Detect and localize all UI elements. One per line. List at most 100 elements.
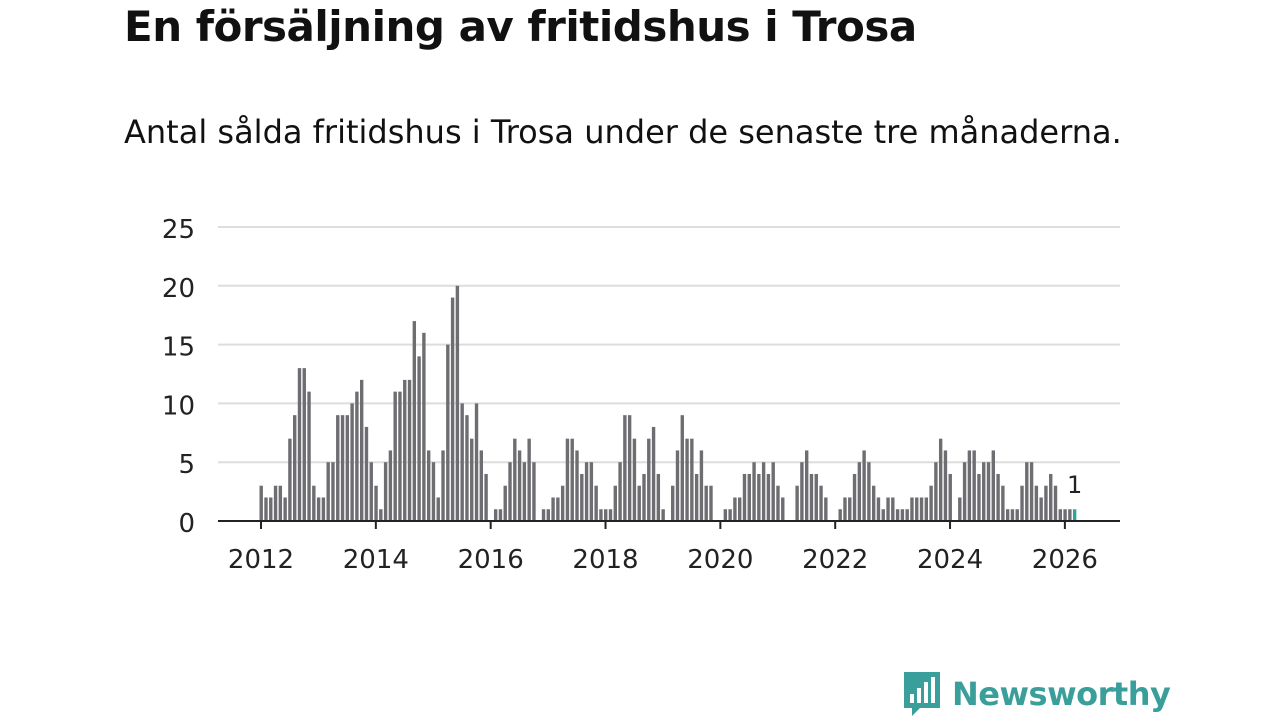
- newsworthy-logo: Newsworthy: [902, 670, 1171, 718]
- x-tick-label: 2016: [458, 545, 524, 575]
- bar: [1039, 497, 1043, 521]
- y-tick-label: 10: [162, 391, 195, 421]
- bar: [302, 368, 306, 521]
- bar: [560, 485, 565, 521]
- bar: [307, 391, 311, 521]
- bar: [1053, 485, 1058, 521]
- y-tick-label: 0: [178, 509, 195, 539]
- bar: [498, 509, 503, 521]
- bar: [977, 473, 981, 521]
- bar: [867, 462, 871, 521]
- bar: [1044, 485, 1048, 521]
- bar: [895, 509, 900, 521]
- bar: [336, 415, 340, 521]
- bar: [532, 462, 536, 521]
- x-tick-label: 2012: [228, 545, 294, 575]
- x-tick-label: 2020: [687, 545, 753, 575]
- bar: [584, 462, 589, 521]
- bar: [982, 462, 986, 521]
- bar: [886, 497, 890, 521]
- bar: [321, 497, 326, 521]
- bar: [570, 438, 574, 521]
- bar: [891, 497, 895, 521]
- bar: [1049, 473, 1053, 521]
- bar: [398, 391, 402, 521]
- bar: [1015, 509, 1019, 521]
- bar: [613, 485, 617, 521]
- bar: [541, 509, 546, 521]
- bar: [297, 368, 302, 521]
- bar: [388, 450, 393, 521]
- bar: [967, 450, 972, 521]
- bar: [924, 497, 929, 521]
- bar: [986, 462, 991, 521]
- bar: [527, 438, 531, 521]
- bar: [1034, 485, 1039, 521]
- bar: [843, 497, 847, 521]
- bar: [938, 438, 943, 521]
- bar: [1020, 485, 1024, 521]
- bar: [915, 497, 919, 521]
- bar: [776, 485, 780, 521]
- bar: [470, 438, 474, 521]
- bar: [479, 450, 484, 521]
- bar: [474, 403, 479, 521]
- bar: [551, 497, 555, 521]
- bar: [608, 509, 613, 521]
- bar: [757, 473, 761, 521]
- bar: [364, 426, 369, 521]
- bar: [450, 297, 455, 521]
- bar: [699, 450, 704, 521]
- bar: [709, 485, 713, 521]
- bar: [264, 497, 268, 521]
- y-tick-label: 15: [162, 333, 195, 363]
- bar: [1001, 485, 1005, 521]
- bar: [819, 485, 823, 521]
- bar: [647, 438, 651, 521]
- bar: [804, 450, 809, 521]
- bar: [675, 450, 680, 521]
- latest-value-label: 1: [1067, 471, 1082, 499]
- bar: [905, 509, 909, 521]
- bar: [871, 485, 876, 521]
- bar: [876, 497, 881, 521]
- bar: [431, 462, 436, 521]
- y-tick-label: 20: [162, 274, 195, 304]
- bar: [814, 473, 818, 521]
- bar: [848, 497, 852, 521]
- bar: [374, 485, 378, 521]
- bars: [259, 285, 1077, 521]
- bar: [589, 462, 594, 521]
- bar: [881, 509, 885, 521]
- bar: [312, 485, 316, 521]
- bar: [852, 473, 857, 521]
- bar-latest: [1072, 509, 1077, 521]
- bar: [948, 473, 952, 521]
- bar: [738, 497, 742, 521]
- bar: [771, 462, 775, 521]
- bar: [824, 497, 828, 521]
- bar: [508, 462, 512, 521]
- bar: [599, 509, 603, 521]
- bar: [1025, 462, 1029, 521]
- bar: [355, 391, 359, 521]
- x-tick-label: 2024: [917, 545, 983, 575]
- bar: [651, 426, 656, 521]
- bar: [273, 485, 278, 521]
- bar: [269, 497, 273, 521]
- bar: [331, 462, 335, 521]
- bar: [972, 450, 976, 521]
- bar: [929, 485, 933, 521]
- bar: [446, 344, 450, 521]
- x-tick-label: 2014: [343, 545, 409, 575]
- x-tick-label: 2022: [802, 545, 868, 575]
- bar: [1005, 509, 1010, 521]
- bar: [441, 450, 445, 521]
- bar: [580, 473, 584, 521]
- bar: [862, 450, 866, 521]
- bar: [1068, 509, 1072, 521]
- bar: [642, 473, 646, 521]
- bar: [407, 379, 412, 521]
- bar: [934, 462, 938, 521]
